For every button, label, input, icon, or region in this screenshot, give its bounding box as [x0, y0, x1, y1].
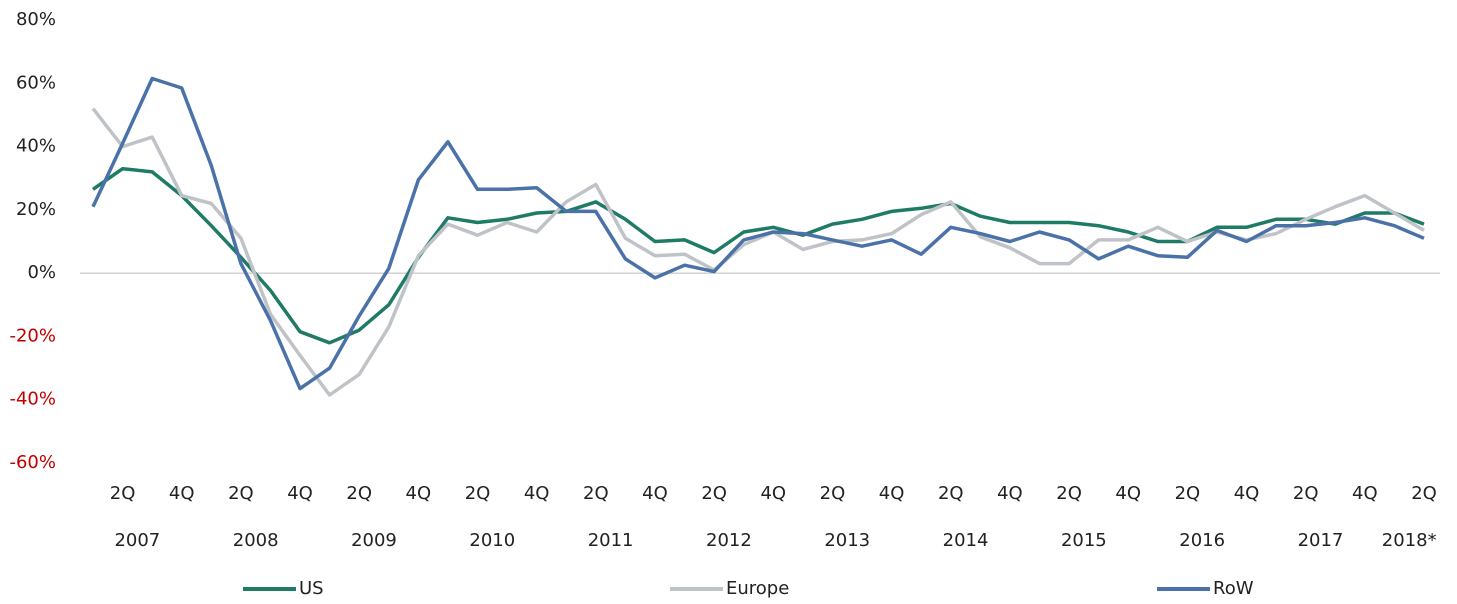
x-tick-label: 2Q: [465, 483, 491, 504]
x-tick-label: 4Q: [642, 483, 668, 504]
legend-label: Europe: [726, 578, 789, 599]
y-tick-label: 0%: [27, 262, 56, 283]
year-label: 2013: [824, 530, 870, 551]
y-tick-label: -20%: [9, 325, 56, 346]
x-tick-label: 4Q: [287, 483, 313, 504]
line: [91, 107, 1425, 397]
legend-label: RoW: [1213, 578, 1254, 599]
y-tick-label: -40%: [9, 389, 56, 410]
x-tick-label: 4Q: [1115, 483, 1141, 504]
x-tick-label: 4Q: [524, 483, 550, 504]
year-label: 2008: [233, 530, 279, 551]
year-label: 2016: [1179, 530, 1225, 551]
x-tick-label: 4Q: [879, 483, 905, 504]
x-tick-label: 2Q: [1175, 483, 1201, 504]
x-tick-label: 2Q: [228, 483, 254, 504]
x-tick-label: 2Q: [1293, 483, 1319, 504]
x-tick-label: 2Q: [1056, 483, 1082, 504]
x-tick-label: 2Q: [820, 483, 846, 504]
year-label: 2010: [469, 530, 515, 551]
year-label: 2012: [706, 530, 752, 551]
year-label: 2014: [943, 530, 989, 551]
x-tick-label: 2Q: [583, 483, 609, 504]
y-tick-label: 60%: [16, 72, 56, 93]
x-tick-label: 2Q: [938, 483, 964, 504]
y-tick-label: 80%: [16, 9, 56, 30]
legend-label: US: [299, 578, 324, 599]
y-tick-label: 20%: [16, 199, 56, 220]
y-tick-label: -60%: [9, 452, 56, 473]
x-tick-label: 2Q: [346, 483, 372, 504]
x-tick-label: 2Q: [1411, 483, 1437, 504]
x-tick-label: 2Q: [701, 483, 727, 504]
year-label: 2015: [1061, 530, 1107, 551]
x-tick-label: 4Q: [1234, 483, 1260, 504]
line: [92, 166, 1425, 345]
x-tick-label: 4Q: [760, 483, 786, 504]
x-tick-label: 4Q: [406, 483, 432, 504]
x-tick-label: 4Q: [997, 483, 1023, 504]
year-label: 2018*: [1382, 530, 1437, 551]
x-tick-label: 4Q: [169, 483, 195, 504]
y-tick-label: 40%: [16, 136, 56, 157]
line: [91, 76, 1425, 391]
year-label: 2017: [1298, 530, 1344, 551]
x-tick-label: 2Q: [110, 483, 136, 504]
x-tick-label: 4Q: [1352, 483, 1378, 504]
year-label: 2009: [351, 530, 397, 551]
year-label: 2007: [114, 530, 160, 551]
year-label: 2011: [588, 530, 634, 551]
